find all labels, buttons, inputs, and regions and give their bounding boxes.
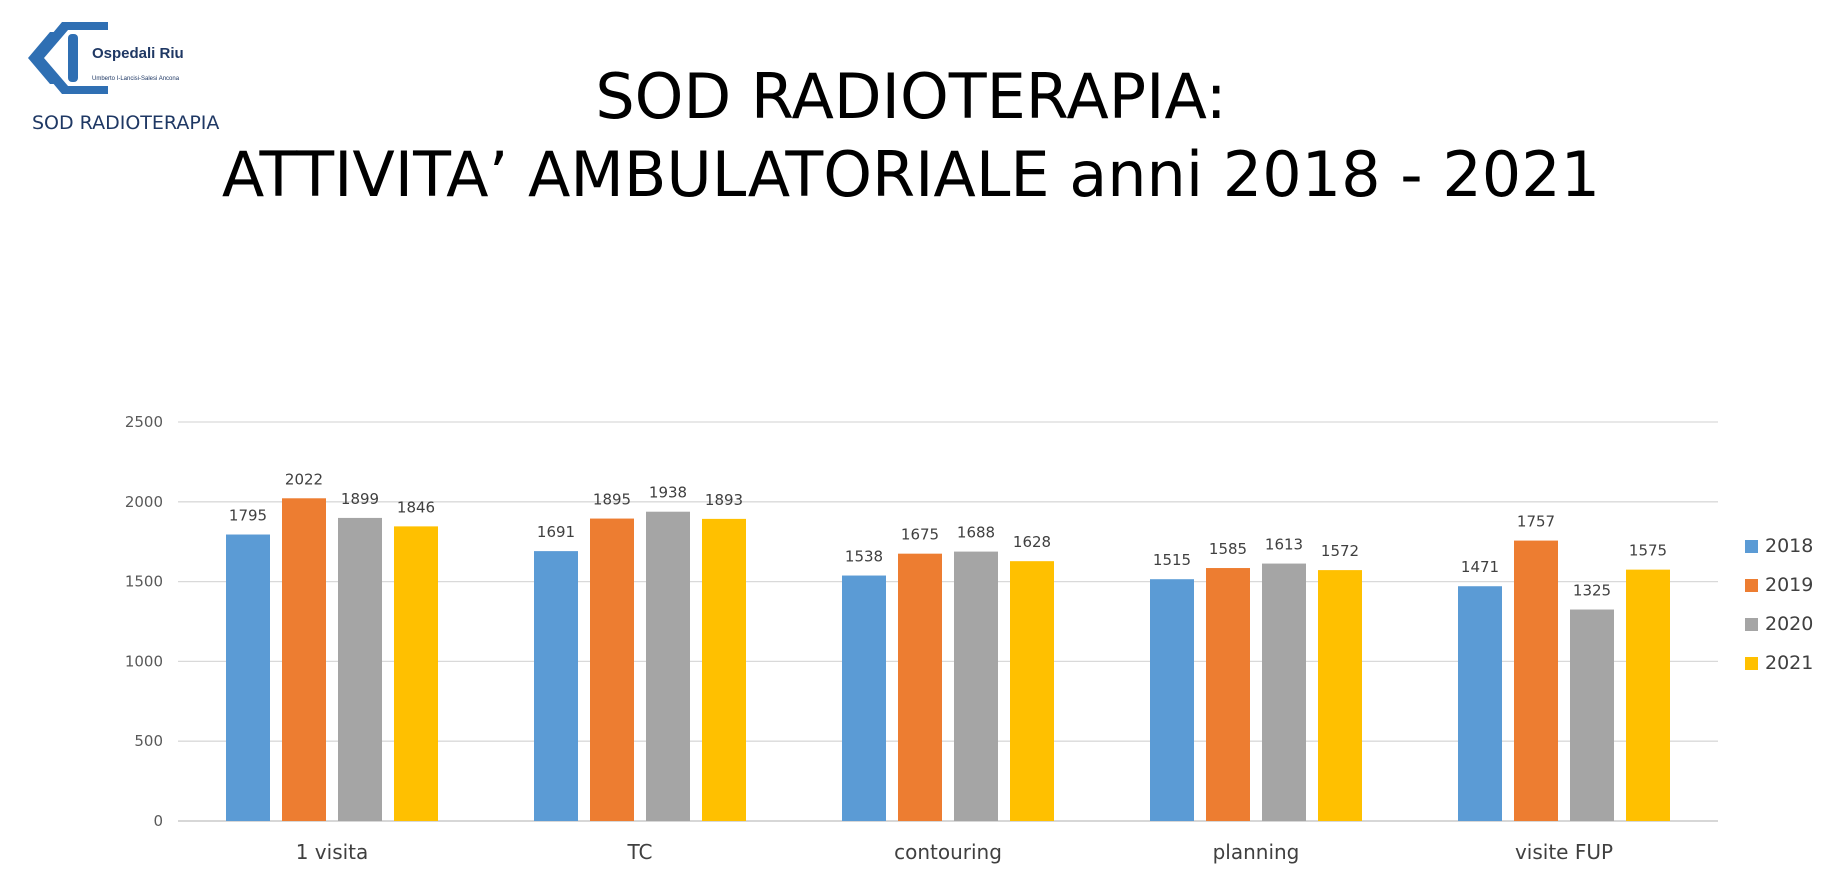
data-label: 1628 — [1013, 533, 1051, 551]
y-tick-label: 500 — [134, 732, 163, 750]
bar-2019-1-visita — [282, 498, 326, 821]
data-label: 1585 — [1209, 540, 1247, 558]
x-axis-categories: 1 visita TC contouring planning visite FUP — [296, 840, 1613, 864]
y-axis-ticks: 0 500 1000 1500 2000 2500 — [125, 413, 163, 830]
data-labels: 1795 2022 1899 1846 1691 1895 1938 1893 1538 1675… — [229, 470, 1667, 599]
bar-2021-contouring — [1010, 561, 1054, 821]
data-label: 1795 — [229, 507, 267, 525]
bar-2018-planning — [1150, 579, 1194, 821]
data-label: 1895 — [593, 491, 631, 509]
category-label: visite FUP — [1515, 840, 1613, 864]
data-label: 1575 — [1629, 542, 1667, 560]
legend-swatch-2018 — [1745, 540, 1758, 553]
page-title-line2: ATTIVITA’ AMBULATORIALE anni 2018 - 2021 — [221, 138, 1601, 211]
category-label: planning — [1213, 840, 1300, 864]
data-label: 1893 — [705, 491, 743, 509]
data-label: 2022 — [285, 470, 323, 488]
bar-2019-planning — [1206, 568, 1250, 821]
legend-label-2019: 2019 — [1765, 574, 1813, 596]
legend-label-2021: 2021 — [1765, 652, 1813, 674]
data-label: 1471 — [1461, 558, 1499, 576]
data-label: 1675 — [901, 526, 939, 544]
bar-2020-contouring — [954, 551, 998, 821]
ospedali-riuniti-logo: Ospedali Riuniti Umberto I-Lancisi-Sales… — [28, 22, 184, 94]
data-label: 1691 — [537, 523, 575, 541]
legend: 2018 2019 2020 2021 — [1745, 535, 1813, 674]
data-label: 1613 — [1265, 536, 1303, 554]
data-label: 1899 — [341, 490, 379, 508]
bar-2021-TC — [702, 518, 746, 821]
bar-2020-1-visita — [338, 517, 382, 821]
category-label: TC — [626, 840, 652, 864]
legend-label-2020: 2020 — [1765, 613, 1813, 635]
category-label: contouring — [894, 840, 1002, 864]
data-label: 1688 — [957, 524, 995, 542]
data-label: 1515 — [1153, 551, 1191, 569]
bar-2018-contouring — [842, 575, 886, 821]
category-label: 1 visita — [296, 840, 369, 864]
data-label: 1938 — [649, 484, 687, 502]
data-label: 1325 — [1573, 582, 1611, 600]
bar-2018-1-visita — [226, 534, 270, 821]
bar-2020-TC — [646, 511, 690, 821]
page-title-line1: SOD RADIOTERAPIA: — [595, 60, 1227, 133]
data-label: 1572 — [1321, 542, 1359, 560]
y-tick-label: 0 — [153, 812, 163, 830]
y-tick-label: 1500 — [125, 573, 163, 591]
logo-subtitle: Umberto I-Lancisi-Salesi Ancona — [92, 76, 180, 82]
bar-2021-visite-FUP — [1626, 569, 1670, 821]
department-label: SOD RADIOTERAPIA — [32, 112, 220, 134]
bar-2019-visite-FUP — [1514, 540, 1558, 821]
bar-2020-planning — [1262, 563, 1306, 821]
bar-2018-visite-FUP — [1458, 586, 1502, 821]
data-label: 1846 — [397, 498, 435, 516]
bar-2020-visite-FUP — [1570, 609, 1614, 821]
legend-swatch-2020 — [1745, 618, 1758, 631]
y-tick-label: 2500 — [125, 413, 163, 431]
y-tick-label: 1000 — [125, 652, 163, 670]
data-label: 1538 — [845, 548, 883, 566]
legend-swatch-2019 — [1745, 579, 1758, 592]
legend-label-2018: 2018 — [1765, 535, 1813, 557]
bar-2021-1-visita — [394, 526, 438, 821]
bar-2021-planning — [1318, 570, 1362, 821]
bar-2019-contouring — [898, 553, 942, 821]
legend-swatch-2021 — [1745, 657, 1758, 670]
bar-2018-TC — [534, 551, 578, 821]
bars — [226, 498, 1670, 821]
logo-name: Ospedali Riuniti — [92, 45, 184, 62]
data-label: 1757 — [1517, 513, 1555, 531]
y-tick-label: 2000 — [125, 493, 163, 511]
bar-2019-TC — [590, 518, 634, 821]
